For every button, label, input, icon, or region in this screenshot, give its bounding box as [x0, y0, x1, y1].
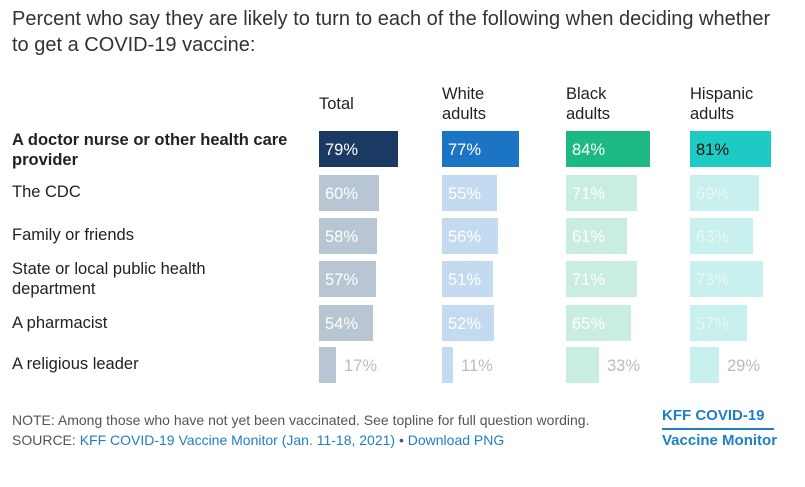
- source-separator: •: [395, 432, 408, 448]
- bar-0-5: [319, 347, 336, 383]
- row-label-cdc: The CDC: [12, 183, 81, 201]
- bar-3-2: [690, 218, 753, 254]
- bar-0-3: [319, 261, 376, 297]
- row-label-pharmacist: A pharmacist: [12, 314, 108, 332]
- brand-divider: [662, 428, 774, 430]
- download-png-link[interactable]: Download PNG: [407, 432, 505, 448]
- bar-3-3: [690, 261, 763, 297]
- bar-grid: 79% 60% 58% 57% 54% 17% 77% 55% 56% 51% 52% 11% 84% 7…: [319, 131, 771, 383]
- bar-label-1-4: 52%: [448, 315, 481, 333]
- bar-label-3-2: 63%: [696, 228, 729, 246]
- bar-label-1-3: 51%: [448, 271, 481, 289]
- bar-label-2-5: 33%: [607, 357, 640, 375]
- column-header-black-adults: Black adults: [566, 85, 611, 123]
- bar-2-4: [566, 305, 631, 341]
- bar-3-0: [690, 131, 771, 167]
- bar-label-0-0: 79%: [325, 141, 358, 159]
- bar-2-5: [566, 347, 599, 383]
- footer-source: SOURCE: KFF COVID-19 Vaccine Monitor (Ja…: [12, 431, 504, 449]
- bar-0-2: [319, 218, 377, 254]
- bar-label-0-1: 60%: [325, 185, 358, 203]
- bar-1-2: [442, 218, 498, 254]
- footer-note: NOTE: Among those who have not yet been …: [12, 412, 590, 428]
- bar-0-0: [319, 131, 398, 167]
- row-label-doctor: A doctor nurse or other health care prov…: [12, 131, 288, 169]
- bar-label-3-5: 29%: [727, 357, 760, 375]
- bar-1-4: [442, 305, 494, 341]
- bar-label-0-5: 17%: [344, 357, 377, 375]
- bar-label-0-4: 54%: [325, 315, 358, 333]
- bar-label-1-0: 77%: [448, 141, 481, 159]
- bar-0-4: [319, 305, 373, 341]
- bar-label-1-2: 56%: [448, 228, 481, 246]
- brand-line-1[interactable]: KFF COVID-19: [662, 407, 765, 424]
- bar-3-1: [690, 175, 759, 211]
- bar-label-2-4: 65%: [572, 315, 605, 333]
- bar-3-4: [690, 305, 747, 341]
- bar-2-1: [566, 175, 637, 211]
- bar-label-1-5: 11%: [461, 357, 493, 375]
- bar-label-1-1: 55%: [448, 185, 481, 203]
- row-label-state-local: State or local public health department: [12, 260, 206, 298]
- bar-label-3-1: 69%: [696, 185, 729, 203]
- bar-2-0: [566, 131, 650, 167]
- bar-label-0-3: 57%: [325, 271, 358, 289]
- bar-label-2-3: 71%: [572, 271, 605, 289]
- bar-label-3-0: 81%: [696, 141, 729, 159]
- bar-1-5: [442, 347, 453, 383]
- bar-label-2-0: 84%: [572, 141, 605, 159]
- column-header-hispanic-adults: Hispanic adults: [690, 85, 754, 123]
- chart-title: Percent who say they are likely to turn …: [12, 8, 771, 56]
- source-prefix: SOURCE:: [12, 432, 80, 448]
- bar-label-0-2: 58%: [325, 228, 358, 246]
- bar-1-1: [442, 175, 497, 211]
- bar-1-0: [442, 131, 519, 167]
- column-header-total: Total: [319, 95, 354, 113]
- bar-0-1: [319, 175, 379, 211]
- bar-2-3: [566, 261, 637, 297]
- row-label-family: Family or friends: [12, 226, 134, 244]
- bar-3-5: [690, 347, 719, 383]
- bar-label-2-1: 71%: [572, 185, 605, 203]
- column-header-white-adults: White adults: [442, 85, 487, 123]
- bar-label-2-2: 61%: [572, 228, 605, 246]
- bar-1-3: [442, 261, 493, 297]
- bar-2-2: [566, 218, 627, 254]
- source-link[interactable]: KFF COVID-19 Vaccine Monitor (Jan. 11-18…: [79, 432, 396, 448]
- bar-label-3-3: 73%: [696, 271, 729, 289]
- bar-label-3-4: 57%: [696, 315, 729, 333]
- row-label-religious: A religious leader: [12, 355, 139, 373]
- brand-line-2[interactable]: Vaccine Monitor: [662, 432, 778, 449]
